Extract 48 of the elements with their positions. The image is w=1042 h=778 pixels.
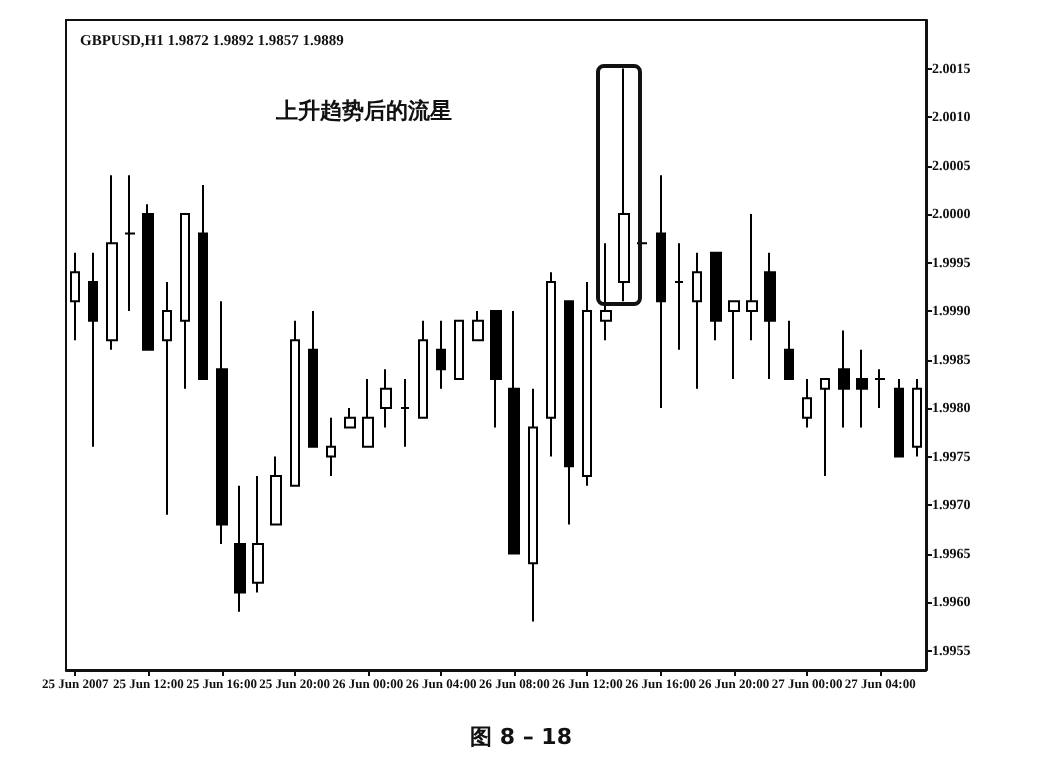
- candlestick: [454, 319, 464, 380]
- candlestick: [838, 329, 850, 429]
- candlestick: [234, 484, 246, 613]
- candlestick: [820, 377, 830, 477]
- candlestick: [618, 67, 630, 303]
- candlestick: [180, 213, 190, 390]
- annotation: 上升趋势后的流星: [274, 98, 452, 124]
- candlestick: [692, 251, 702, 390]
- candlestick: [728, 300, 740, 380]
- candlestick: [380, 368, 392, 429]
- candlestick: [912, 377, 922, 458]
- candlestick: [436, 319, 446, 390]
- candlestick: [674, 242, 684, 351]
- candlestick: [546, 271, 556, 458]
- candlestick: [344, 407, 356, 429]
- candlestick: [88, 251, 98, 448]
- candlestick: [400, 377, 410, 448]
- candlestick: [784, 319, 794, 380]
- candlestick: [326, 416, 336, 477]
- candlestick: [472, 310, 484, 342]
- candlestick: [874, 368, 886, 410]
- candlestick: [106, 174, 118, 351]
- candlestick: [70, 251, 80, 342]
- candlestick: [290, 319, 300, 487]
- candlestick: [418, 319, 428, 419]
- candlestick: [564, 300, 574, 526]
- candlestick: [252, 474, 264, 594]
- candlestick: [764, 251, 776, 380]
- candlestick: [362, 377, 374, 448]
- candlestick: [198, 183, 208, 380]
- candlestick: [162, 280, 172, 516]
- candlestick: [270, 455, 282, 526]
- candlestick: [582, 280, 592, 487]
- candlestick: [894, 377, 904, 458]
- candlestick: [142, 203, 154, 351]
- caption: 图 8 – 18: [470, 724, 572, 750]
- candlestick: [802, 377, 812, 429]
- candlestick: [856, 348, 868, 429]
- candlestick: [600, 242, 612, 342]
- candlestick: [308, 310, 318, 448]
- candlestick: [656, 174, 666, 410]
- candlestick: [528, 387, 538, 623]
- candlestick: [216, 300, 228, 545]
- candlestick: [508, 310, 520, 555]
- candlestick: [710, 251, 722, 342]
- candlestick: [490, 310, 502, 429]
- candlestick: [746, 213, 758, 342]
- candlestick: [124, 174, 136, 313]
